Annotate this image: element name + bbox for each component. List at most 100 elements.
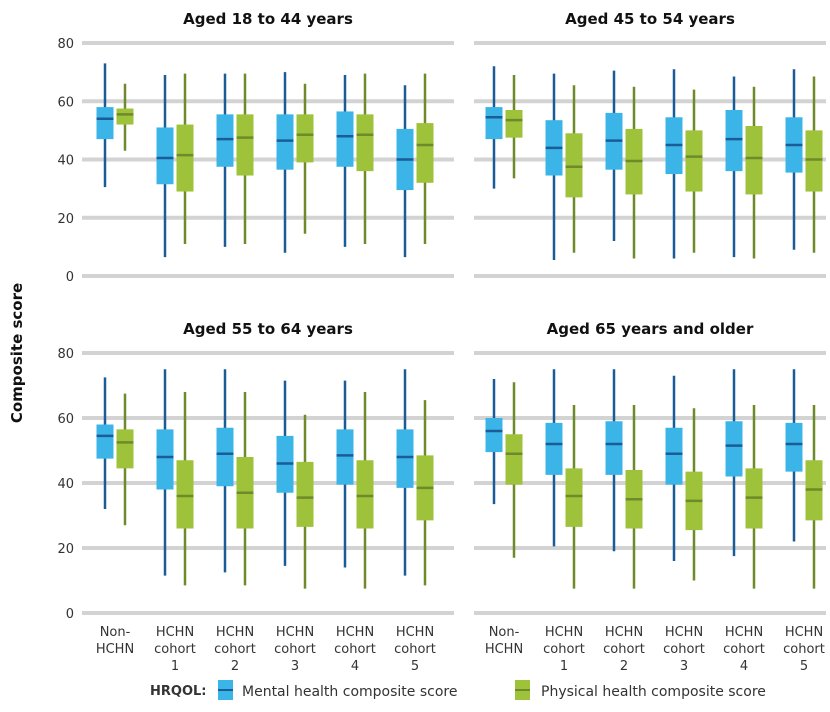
- x-category-label-line: HCHN: [665, 625, 703, 640]
- physical-1-1-box: [116, 108, 134, 125]
- legend-title: HRQOL:: [150, 684, 206, 699]
- x-category-label-line: 2: [231, 659, 239, 674]
- x-category-label: Non- HCHN: [485, 625, 523, 657]
- legend-label-2: Physical health composite score: [541, 684, 766, 700]
- mental-2-5-box: [725, 109, 743, 172]
- physical-2-5-box: [745, 126, 763, 195]
- x-category-label-line: HCHN: [156, 625, 194, 640]
- y-tick-label: 80: [57, 347, 74, 362]
- x-category-label-line: 4: [740, 659, 748, 674]
- physical-3-4-box: [296, 461, 314, 527]
- physical-2-2-box: [565, 133, 583, 198]
- y-tick-label: 80: [57, 37, 74, 52]
- x-category-label-line: HCHN: [396, 625, 434, 640]
- mental-4-4-box: [665, 427, 683, 485]
- x-category-label: HCHN cohort 1: [154, 625, 196, 674]
- panel-title-1: Aged 18 to 44 years: [183, 10, 353, 28]
- x-category-label-line: HCHN: [216, 625, 254, 640]
- x-category-label-line: HCHN: [725, 625, 763, 640]
- x-category-label-line: cohort: [274, 642, 316, 657]
- x-category-label-line: 3: [291, 659, 299, 674]
- mental-1-2-box: [156, 127, 174, 185]
- physical-1-4-box: [296, 114, 314, 163]
- physical-2-4-box: [685, 130, 703, 192]
- y-tick-label: 60: [57, 95, 74, 110]
- x-category-label-line: cohort: [603, 642, 645, 657]
- mental-3-1-box: [96, 424, 114, 459]
- x-category-label-line: 1: [171, 659, 179, 674]
- x-category-label-line: cohort: [663, 642, 705, 657]
- physical-1-2-box: [176, 124, 194, 192]
- panel-title-3: Aged 55 to 64 years: [183, 320, 353, 338]
- mental-3-2-box: [156, 429, 174, 490]
- physical-2-1-box: [505, 109, 523, 138]
- x-category-label-line: 4: [351, 659, 359, 674]
- x-category-label-line: HCHN: [276, 625, 314, 640]
- physical-3-2-box: [176, 460, 194, 529]
- x-category-label: HCHN cohort 1: [543, 625, 585, 674]
- x-category-label: HCHN cohort 2: [603, 625, 645, 674]
- x-category-label-line: cohort: [214, 642, 256, 657]
- mental-1-1-box: [96, 107, 114, 140]
- mental-4-5-box: [725, 421, 743, 477]
- x-category-label-line: 5: [411, 659, 419, 674]
- x-category-label-line: HCHN: [545, 625, 583, 640]
- x-category-label-line: HCHN: [605, 625, 643, 640]
- mental-4-3-box: [605, 421, 623, 475]
- panel-title-4: Aged 65 years and older: [547, 320, 754, 338]
- x-category-label: HCHN cohort 4: [723, 625, 765, 674]
- x-category-label-line: cohort: [543, 642, 585, 657]
- x-category-label-line: Non-: [489, 625, 520, 640]
- mental-3-6-box: [396, 429, 414, 488]
- physical-2-6-box: [805, 130, 823, 192]
- legend-label-1: Mental health composite score: [242, 684, 457, 700]
- mental-4-2-box: [545, 422, 563, 475]
- x-category-label-line: cohort: [783, 642, 825, 657]
- y-tick-label: 20: [57, 542, 74, 557]
- mental-2-1-box: [485, 107, 503, 140]
- mental-1-4-box: [276, 114, 294, 170]
- mental-1-3-box: [216, 114, 234, 167]
- physical-4-2-box: [565, 468, 583, 527]
- x-category-label-line: HCHN: [96, 642, 134, 657]
- x-category-label: HCHN cohort 5: [783, 625, 825, 674]
- x-category-label: Non- HCHN: [96, 625, 134, 657]
- x-category-label-line: Non-: [100, 625, 131, 640]
- y-tick-label: 20: [57, 212, 74, 227]
- physical-4-1-box: [505, 434, 523, 485]
- mental-1-5-box: [336, 111, 354, 167]
- panel-title-2: Aged 45 to 54 years: [565, 10, 735, 28]
- physical-1-6-box: [416, 123, 434, 183]
- y-tick-label: 0: [66, 607, 74, 622]
- x-category-label-line: cohort: [394, 642, 436, 657]
- x-category-label-line: 2: [620, 659, 628, 674]
- x-category-label-line: HCHN: [785, 625, 823, 640]
- x-category-label: HCHN cohort 4: [334, 625, 376, 674]
- x-category-label-line: cohort: [334, 642, 376, 657]
- y-tick-label: 40: [57, 154, 74, 169]
- x-category-label-line: cohort: [154, 642, 196, 657]
- y-axis-label: Composite score: [8, 283, 26, 423]
- mental-3-3-box: [216, 427, 234, 487]
- mental-4-6-box: [785, 422, 803, 472]
- mental-3-5-box: [336, 429, 354, 485]
- y-tick-label: 40: [57, 477, 74, 492]
- mental-4-1-box: [485, 418, 503, 453]
- x-category-label: HCHN cohort 2: [214, 625, 256, 674]
- physical-1-3-box: [236, 114, 254, 176]
- y-tick-label: 0: [66, 270, 74, 285]
- physical-1-5-box: [356, 114, 374, 172]
- x-category-label-line: 1: [560, 659, 568, 674]
- x-category-label-line: HCHN: [485, 642, 523, 657]
- x-category-label: HCHN cohort 3: [663, 625, 705, 674]
- x-category-label-line: 5: [800, 659, 808, 674]
- y-tick-label: 60: [57, 412, 74, 427]
- physical-3-1-box: [116, 429, 134, 469]
- physical-3-5-box: [356, 460, 374, 529]
- x-category-label-line: cohort: [723, 642, 765, 657]
- x-category-label: HCHN cohort 3: [274, 625, 316, 674]
- x-category-label-line: HCHN: [336, 625, 374, 640]
- x-category-label: HCHN cohort 5: [394, 625, 436, 674]
